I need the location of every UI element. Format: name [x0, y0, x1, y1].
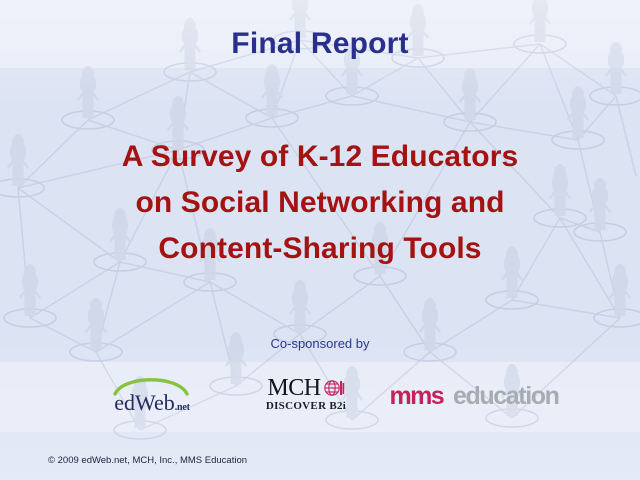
mch-logo-top-row: MCH: [254, 375, 358, 401]
page-title-line-1: A Survey of K-12 Educators: [121, 140, 519, 173]
edweb-arc-icon: [113, 378, 189, 396]
mch-globe-icon: [323, 380, 344, 396]
mms-logo-name: mms: [389, 382, 444, 410]
mch-logo-name: MCH: [267, 375, 321, 401]
background-band-logos: [0, 362, 640, 432]
edweb-logo: edWeb.net: [96, 374, 208, 418]
mms-logo-suffix: education: [453, 382, 560, 410]
mch-logo-tagline: DISCOVER B2i: [265, 400, 347, 412]
mms-education-logo: mms education: [389, 375, 559, 417]
copyright-footer: © 2009 edWeb.net, MCH, Inc., MMS Educati…: [48, 455, 248, 466]
page-title: A Survey of K-12 Educators on Social Net…: [0, 134, 640, 272]
page-title-line-2: on Social Networking and: [135, 186, 505, 219]
edweb-logo-text: edWeb.net: [96, 390, 208, 416]
cosponsored-label: Co-sponsored by: [270, 336, 370, 351]
page-title-line-3: Content-Sharing Tools: [158, 232, 482, 265]
edweb-logo-tld: .net: [174, 402, 190, 413]
report-kicker: Final Report: [231, 27, 409, 60]
background-band-footer: [0, 432, 640, 480]
sponsor-logo-row: edWeb.net MCH: [0, 364, 640, 428]
mch-logo: MCH DISCOVER B2i: [254, 375, 358, 417]
edweb-logo-name: edWeb: [114, 390, 175, 415]
